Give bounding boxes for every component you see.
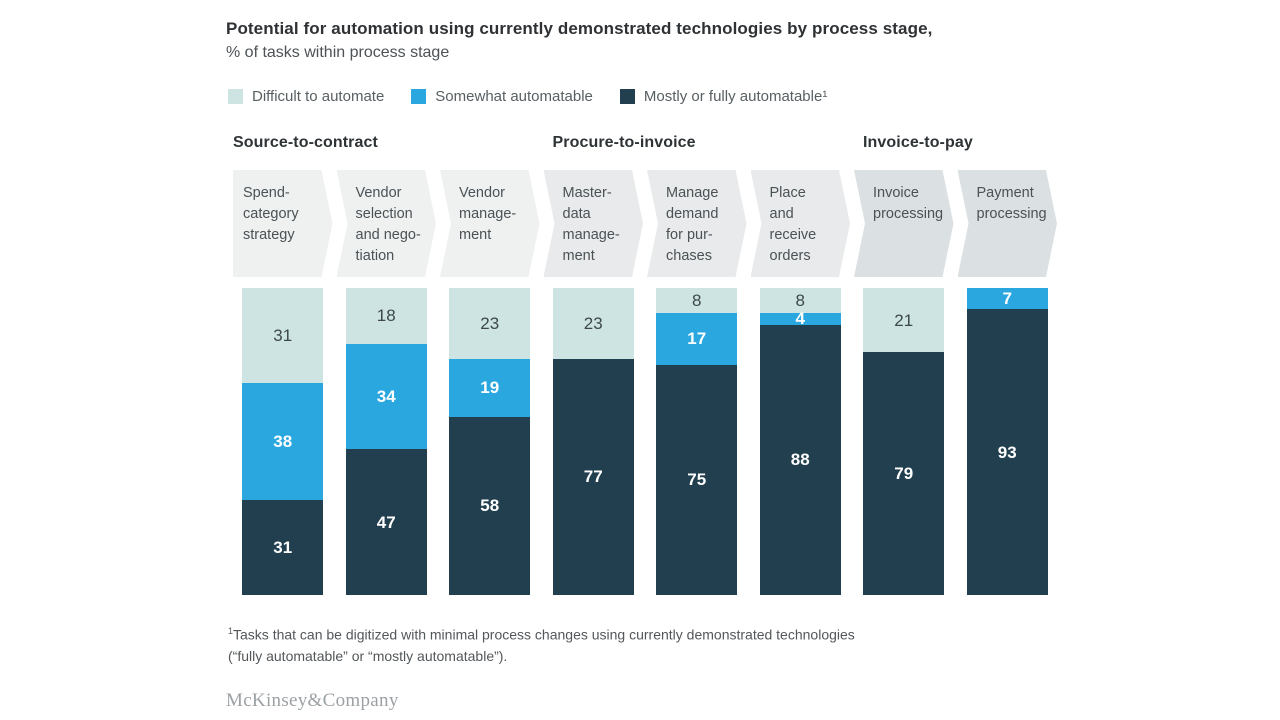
stage-chevron-2: Vendor selection and nego- tiation (337, 170, 437, 277)
bar-segment-mostly: 75 (656, 364, 738, 595)
chart-area: Source-to-contract Procure-to-invoice Invo… (233, 134, 1057, 595)
bar-value-label: 58 (480, 496, 500, 516)
chart-title: Potential for automation using currently… (226, 19, 933, 38)
bar-value-label: 75 (687, 470, 707, 490)
bar-value-label: 77 (583, 467, 603, 487)
legend-swatch-mostly-icon (619, 89, 635, 104)
bar-value-label: 31 (273, 326, 293, 346)
bar-segment-mostly: 47 (345, 449, 427, 595)
bar-segment-mostly: 79 (863, 352, 945, 595)
bar-segment-mostly: 58 (449, 416, 531, 595)
bar-value-label: 4 (795, 309, 805, 329)
bar-value-label: 21 (894, 310, 914, 330)
bar-cell-4: 23 77 (544, 288, 644, 595)
legend: Difficult to automate Somewhat automatab… (228, 88, 854, 105)
bar-segment-mostly: 88 (759, 324, 841, 595)
stacked-bar-3: 23 19 58 (449, 288, 531, 595)
bar-cell-8: 7 93 (958, 288, 1058, 595)
bar-value-label: 79 (894, 464, 914, 484)
bar-segment-somewhat: 19 (449, 358, 531, 417)
bar-value-label: 47 (376, 512, 396, 532)
bar-segment-somewhat: 34 (345, 343, 427, 450)
stacked-bar-7: 21 79 (863, 288, 945, 595)
legend-swatch-difficult-icon (228, 89, 243, 104)
bar-segment-difficult: 18 (345, 288, 427, 344)
legend-label: Difficult to automate (252, 88, 385, 105)
stacked-bar-5: 8 17 75 (656, 288, 738, 595)
legend-item-mostly: Mostly or fully automatable¹ (619, 88, 828, 105)
bar-segment-difficult: 8 (656, 288, 738, 313)
bar-value-label: 18 (376, 306, 396, 326)
legend-label: Mostly or fully automatable¹ (643, 88, 828, 105)
bar-cell-2: 18 34 47 (337, 288, 437, 595)
bar-segment-difficult: 23 (552, 288, 634, 359)
footnote-superscript: 1 (228, 626, 234, 636)
bar-segment-mostly: 93 (966, 309, 1048, 595)
bar-segment-mostly: 77 (552, 358, 634, 595)
stacked-bar-1: 31 38 31 (242, 288, 324, 595)
bar-value-label: 19 (480, 378, 500, 398)
bar-cell-1: 31 38 31 (233, 288, 333, 595)
bar-value-label: 17 (687, 329, 707, 349)
legend-item-somewhat: Somewhat automatable (411, 88, 593, 105)
stacked-bar-6: 8 4 88 (759, 288, 841, 595)
bar-value-label: 31 (273, 537, 293, 557)
mckinsey-logo: McKinsey&Company (226, 690, 399, 711)
bar-cell-6: 8 4 88 (751, 288, 851, 595)
bar-segment-somewhat: 4 (759, 309, 841, 329)
bar-value-label: 88 (790, 450, 810, 470)
stage-chevron-8: Payment processing (958, 170, 1058, 277)
footnote: 1Tasks that can be digitized with minima… (228, 621, 1068, 667)
legend-label: Somewhat automatable (435, 88, 593, 105)
stacked-bar-4: 23 77 (552, 288, 634, 595)
legend-swatch-somewhat-icon (411, 89, 427, 104)
bar-value-label: 8 (795, 290, 805, 310)
bar-segment-somewhat: 17 (656, 312, 738, 365)
stage-chevron-7: Invoice processing (854, 170, 954, 277)
footnote-line-1: 1Tasks that can be digitized with minima… (228, 626, 855, 643)
bar-value-label: 34 (376, 387, 396, 407)
bar-cell-7: 21 79 (854, 288, 954, 595)
footnote-line-2: (“fully automatable” or “mostly automata… (228, 647, 508, 664)
title-block: Potential for automation using currently… (226, 16, 932, 64)
stage-chevron-6: Place and receive orders (751, 170, 851, 277)
stage-chevron-1: Spend- category strategy (233, 170, 333, 277)
group-header-1: Source-to-contract (233, 134, 378, 151)
bar-value-label: 8 (692, 290, 702, 310)
bar-segment-difficult: 31 (242, 288, 324, 384)
chart-subtitle: % of tasks within process stage (226, 44, 450, 61)
bar-value-label: 23 (480, 313, 500, 333)
stacked-bar-2: 18 34 47 (345, 288, 427, 595)
process-stage-chevron-row: Spend- category strategy Vendor selection… (233, 170, 1057, 277)
bar-cell-5: 8 17 75 (647, 288, 747, 595)
group-headers-row: Source-to-contract Procure-to-invoice Invo… (233, 134, 1057, 170)
bar-value-label: 38 (273, 432, 293, 451)
bar-value-label: 23 (583, 313, 603, 333)
bar-value-label: 93 (997, 442, 1017, 462)
stacked-bar-8: 7 93 (966, 288, 1048, 595)
bar-segment-somewhat: 38 (242, 383, 324, 500)
stage-chevron-5: Manage demand for pur- chases (647, 170, 747, 277)
bar-cell-3: 23 19 58 (440, 288, 540, 595)
stage-chevron-3: Vendor manage- ment (440, 170, 540, 277)
legend-item-difficult: Difficult to automate (228, 88, 384, 105)
bar-segment-difficult: 21 (863, 288, 945, 353)
bar-segment-somewhat: 7 (966, 288, 1048, 310)
bar-segment-mostly: 31 (242, 499, 324, 595)
bar-value-label: 7 (1002, 289, 1012, 309)
bar-segment-difficult: 8 (759, 288, 841, 313)
group-header-3: Invoice-to-pay (863, 134, 973, 151)
group-header-2: Procure-to-invoice (552, 134, 696, 151)
stage-chevron-4: Master- data manage- ment (544, 170, 644, 277)
bar-segment-difficult: 23 (449, 288, 531, 359)
stacked-bars-row: 31 38 31 18 34 47 23 19 58 23 77 8 17 75 8 4 88 21 79 7 93 (233, 288, 1057, 595)
